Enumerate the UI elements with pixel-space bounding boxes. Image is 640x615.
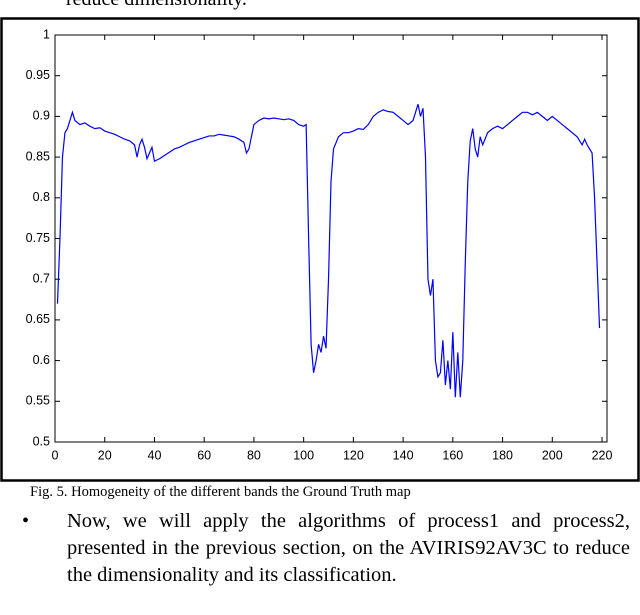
- x-tick-label: 100: [293, 448, 314, 462]
- y-tick-label: 0.85: [26, 149, 50, 163]
- y-tick-label: 0.6: [33, 353, 50, 367]
- x-tick-label: 160: [442, 448, 463, 462]
- y-tick-label: 1: [43, 27, 50, 41]
- x-tick-label: 60: [197, 448, 211, 462]
- x-tick-label: 0: [52, 448, 59, 462]
- y-tick-label: 0.7: [33, 271, 50, 285]
- x-tick-label: 180: [492, 448, 513, 462]
- y-tick-label: 0.9: [33, 109, 50, 123]
- figure-frame: [0, 17, 640, 482]
- plot-frame: [54, 34, 608, 443]
- x-tick-label: 140: [393, 448, 414, 462]
- bullet-text: Now, we will apply the algorithms of pro…: [67, 510, 630, 586]
- y-tick-label: 0.95: [26, 68, 50, 82]
- y-tick-label: 0.75: [26, 231, 50, 245]
- x-tick-label: 200: [542, 448, 563, 462]
- caption: Fig. 5. Homogeneity of the different ban…: [30, 484, 411, 500]
- x-tick-label: 220: [592, 448, 613, 462]
- y-tick-label: 0.5: [33, 434, 50, 448]
- chart: 0.5 0.55 0.6 0.65 0.7 0.75 0.8 0.85 0.9 0.95 1 0 20 4…: [0, 17, 640, 482]
- x-tick-label: 40: [148, 448, 162, 462]
- header-text: reduce dimensionality.: [66, 0, 247, 11]
- x-tick-label: 20: [98, 448, 112, 462]
- y-tick-label: 0.55: [26, 394, 50, 408]
- data-line: [56, 104, 601, 398]
- x-tick-label: 120: [343, 448, 364, 462]
- y-tick-label: 0.8: [33, 190, 50, 204]
- y-tick-label: 0.65: [26, 312, 50, 326]
- bullet-marker: •: [22, 510, 30, 532]
- x-tick-label: 80: [247, 448, 261, 462]
